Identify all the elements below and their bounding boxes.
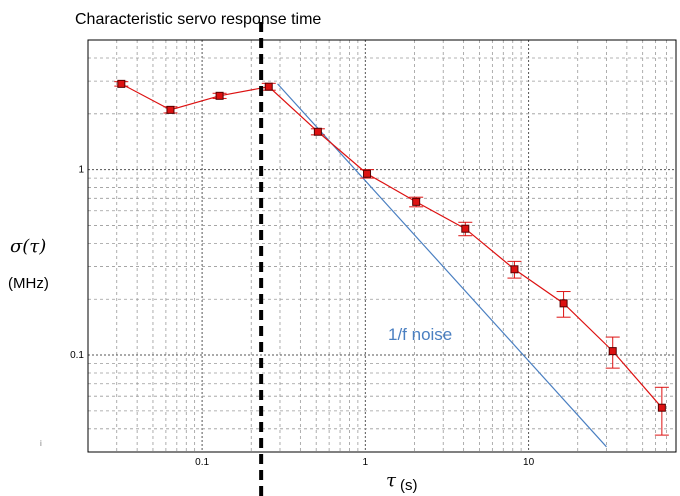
- chart-grid: [87, 39, 677, 453]
- chart-title: Characteristic servo response time: [75, 11, 321, 28]
- x-tick-label: 1: [363, 457, 369, 468]
- plot-frame: [87, 39, 677, 453]
- data-point: [363, 169, 372, 178]
- data-point: [657, 403, 666, 412]
- series-line: [121, 83, 663, 409]
- stray-mark: i: [40, 439, 42, 448]
- data-point: [608, 347, 617, 356]
- data-point: [559, 299, 568, 308]
- x-tick-label: 0.1: [195, 457, 209, 468]
- data-point: [166, 105, 175, 114]
- data-point: [461, 224, 470, 233]
- y-tick-label: 1: [78, 165, 84, 176]
- x-tick-label: 10: [523, 457, 535, 468]
- data-point: [313, 127, 322, 136]
- data-point: [412, 197, 421, 206]
- y-tick-labels: 10.1: [70, 165, 84, 361]
- y-tick-label: 0.1: [70, 350, 84, 361]
- y-axis-symbol: σ(τ): [10, 236, 46, 257]
- one-over-f-noise-line: [277, 83, 607, 448]
- x-axis-symbol: τ: [386, 470, 397, 491]
- x-axis-unit: (s): [400, 477, 418, 494]
- data-series: [114, 79, 669, 436]
- data-point: [215, 91, 224, 100]
- y-axis-unit: (MHz): [8, 275, 49, 292]
- data-point: [264, 82, 273, 91]
- data-point: [117, 79, 126, 88]
- x-tick-labels: 0.1 1 10: [195, 457, 534, 468]
- one-over-f-noise-label: 1/f noise: [388, 325, 452, 344]
- data-point: [510, 265, 519, 274]
